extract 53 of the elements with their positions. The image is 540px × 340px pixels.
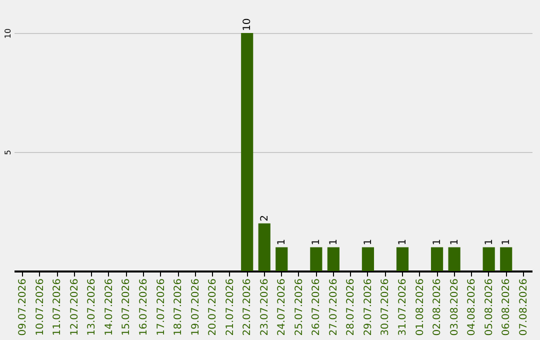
x-tick-label: 26.07.2026 — [311, 278, 322, 336]
bar — [258, 223, 270, 271]
data-label: 1 — [276, 238, 288, 246]
x-tick-label: 16.07.2026 — [138, 278, 150, 336]
bar — [430, 247, 444, 271]
x-tick-label: 20.07.2026 — [208, 278, 219, 336]
x-tick-label: 21.07.2026 — [224, 278, 236, 336]
data-label: 1 — [449, 238, 460, 246]
bar — [396, 247, 409, 271]
x-tick-label: 30.07.2026 — [380, 278, 392, 336]
x-tick-label: 18.07.2026 — [173, 278, 184, 336]
data-label: 1 — [501, 238, 512, 246]
x-tick-label: 07.08.2026 — [518, 278, 530, 336]
data-label: 1 — [362, 238, 374, 246]
bar — [362, 247, 374, 271]
bar — [327, 247, 340, 271]
bar — [482, 247, 495, 271]
x-tick-label: 28.07.2026 — [346, 278, 357, 336]
bar — [310, 247, 322, 271]
x-tick-label: 31.07.2026 — [398, 278, 408, 336]
data-label: 1 — [311, 238, 322, 246]
x-tick-label: 19.07.2026 — [190, 278, 202, 336]
x-tick-label: 11.07.2026 — [52, 278, 64, 336]
data-label: 1 — [484, 238, 495, 246]
x-tick-label: 02.08.2026 — [432, 278, 444, 336]
x-tick-label: 24.07.2026 — [276, 278, 288, 336]
data-label: 1 — [328, 238, 340, 246]
x-tick-label: 03.08.2026 — [449, 278, 460, 336]
x-tick-label: 01.08.2026 — [414, 278, 426, 336]
data-label: 1 — [432, 238, 444, 246]
data-label: 2 — [259, 215, 270, 222]
x-tick-label: 14.07.2026 — [104, 278, 115, 336]
x-tick-label: 04.08.2026 — [466, 278, 478, 336]
x-tick-label: 13.07.2026 — [86, 278, 98, 336]
x-tick-label: 23.07.2026 — [259, 278, 270, 336]
data-label: 10 — [242, 18, 254, 31]
x-tick-label: 25.07.2026 — [294, 278, 305, 336]
x-tick-label: 12.07.2026 — [69, 278, 80, 336]
bar — [276, 247, 288, 271]
x-tick-label: 29.07.2026 — [362, 278, 374, 336]
x-tick-label: 06.08.2026 — [501, 278, 512, 336]
x-tick-label: 15.07.2026 — [121, 278, 132, 336]
x-tick-label: 10.07.2026 — [34, 278, 46, 336]
data-label: 1 — [398, 238, 408, 246]
bar — [241, 33, 254, 271]
x-tick-label: 22.07.2026 — [242, 278, 254, 336]
x-tick-label: 09.07.2026 — [18, 278, 29, 336]
y-tick-label: 5 — [4, 150, 12, 156]
bar — [500, 247, 512, 271]
x-tick-label: 17.07.2026 — [156, 278, 167, 336]
x-tick-label: 27.07.2026 — [328, 278, 340, 336]
x-tick-label: 05.08.2026 — [484, 278, 495, 336]
bar — [448, 247, 460, 271]
